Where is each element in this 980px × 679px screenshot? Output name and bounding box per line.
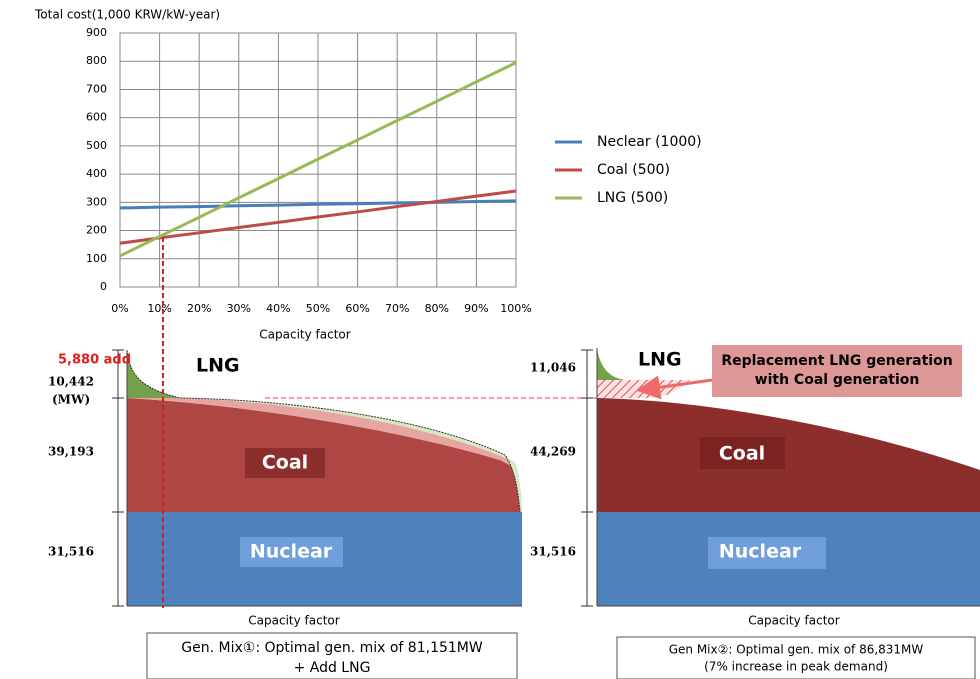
x-tick-label: 50%: [306, 302, 330, 315]
lng-label: LNG: [196, 355, 240, 377]
label-box: [700, 437, 785, 469]
dim-arrows: [581, 349, 593, 607]
y-tick-label: 200: [86, 224, 107, 237]
callout-box: [712, 345, 962, 397]
callout-text: with Coal generation: [755, 372, 920, 388]
mw-label: 31,516: [48, 545, 94, 559]
y-tick-label: 100: [86, 252, 107, 265]
mw-label: 11,046: [530, 361, 576, 375]
legend-label: LNG (500): [597, 190, 668, 206]
x-tick-label: 20%: [187, 302, 211, 315]
series-line: [119, 189, 517, 245]
x-axis-label: Capacity factor: [259, 328, 350, 342]
caption: + Add LNG: [294, 660, 371, 676]
mw-label: 39,193: [48, 445, 94, 459]
x-tick-label: 90%: [464, 302, 488, 315]
y-axis-label: Total cost(1,000 KRW/kW-year): [34, 8, 220, 22]
x-tick-label: 0%: [111, 302, 128, 315]
left-diagram: 5,880 add 10,442 (MW) 39,193 31,516 LNG …: [48, 237, 597, 679]
x-tick-label: 40%: [266, 302, 290, 315]
caption-box: [146, 632, 518, 679]
y-tick-label: 800: [86, 54, 107, 67]
series-line: [119, 61, 517, 258]
lng-area: [127, 350, 180, 398]
y-tick-label: 0: [100, 280, 107, 293]
coal-label: Coal: [262, 452, 308, 474]
add-label: 5,880 add: [58, 353, 131, 368]
nuclear-label: Nuclear: [719, 541, 802, 563]
coal-label: Coal: [719, 443, 765, 465]
y-tick-label: 300: [86, 195, 107, 208]
y-tick-label: 600: [86, 111, 107, 124]
caption: Gen Mix②: Optimal gen. mix of 86,831MW: [669, 643, 924, 657]
y-tick-label: 700: [86, 82, 107, 95]
label-box: [245, 448, 325, 478]
y-tick-label: 400: [86, 167, 107, 180]
y-tick-label: 500: [86, 139, 107, 152]
x-tick-label: 60%: [345, 302, 369, 315]
caption-box: [616, 636, 976, 679]
x-tick-label: 70%: [385, 302, 409, 315]
caption: (7% increase in peak demand): [704, 660, 888, 674]
mw-label: 31,516: [530, 545, 576, 559]
x-tick-label: 100%: [500, 302, 531, 315]
legend-label: Neclear (1000): [597, 134, 702, 150]
x-tick-label: 10%: [147, 302, 171, 315]
x-label: Capacity factor: [748, 614, 839, 628]
mw-label: 10,442: [48, 375, 94, 389]
coal-area: [597, 398, 980, 512]
right-diagram: 11,046 44,269 31,516 LNG Coal Nuclear Re…: [530, 345, 980, 679]
x-tick-label: 30%: [227, 302, 251, 315]
lng-label: LNG: [638, 349, 682, 371]
y-tick-label: 900: [86, 26, 107, 39]
unit-label: (MW): [52, 393, 90, 407]
series-line: [119, 199, 517, 210]
line-chart: 0 100 200 300 400 500 600 700 800 900 0% 10% 20% 30% 4…: [86, 26, 702, 315]
x-label: Capacity factor: [248, 614, 339, 628]
nuclear-label: Nuclear: [250, 541, 333, 563]
callout-text: Replacement LNG generation: [721, 353, 952, 369]
mw-label: 44,269: [530, 445, 576, 459]
x-tick-label: 80%: [425, 302, 449, 315]
callout-arrow: [636, 375, 713, 400]
dim-arrows: [112, 349, 124, 607]
replaced-area: [597, 380, 690, 398]
label-box: [240, 537, 343, 567]
lng-area: [597, 348, 625, 380]
label-box: [708, 537, 826, 569]
caption: Gen. Mix①: Optimal gen. mix of 81,151MW: [181, 640, 483, 656]
legend-label: Coal (500): [597, 162, 670, 178]
